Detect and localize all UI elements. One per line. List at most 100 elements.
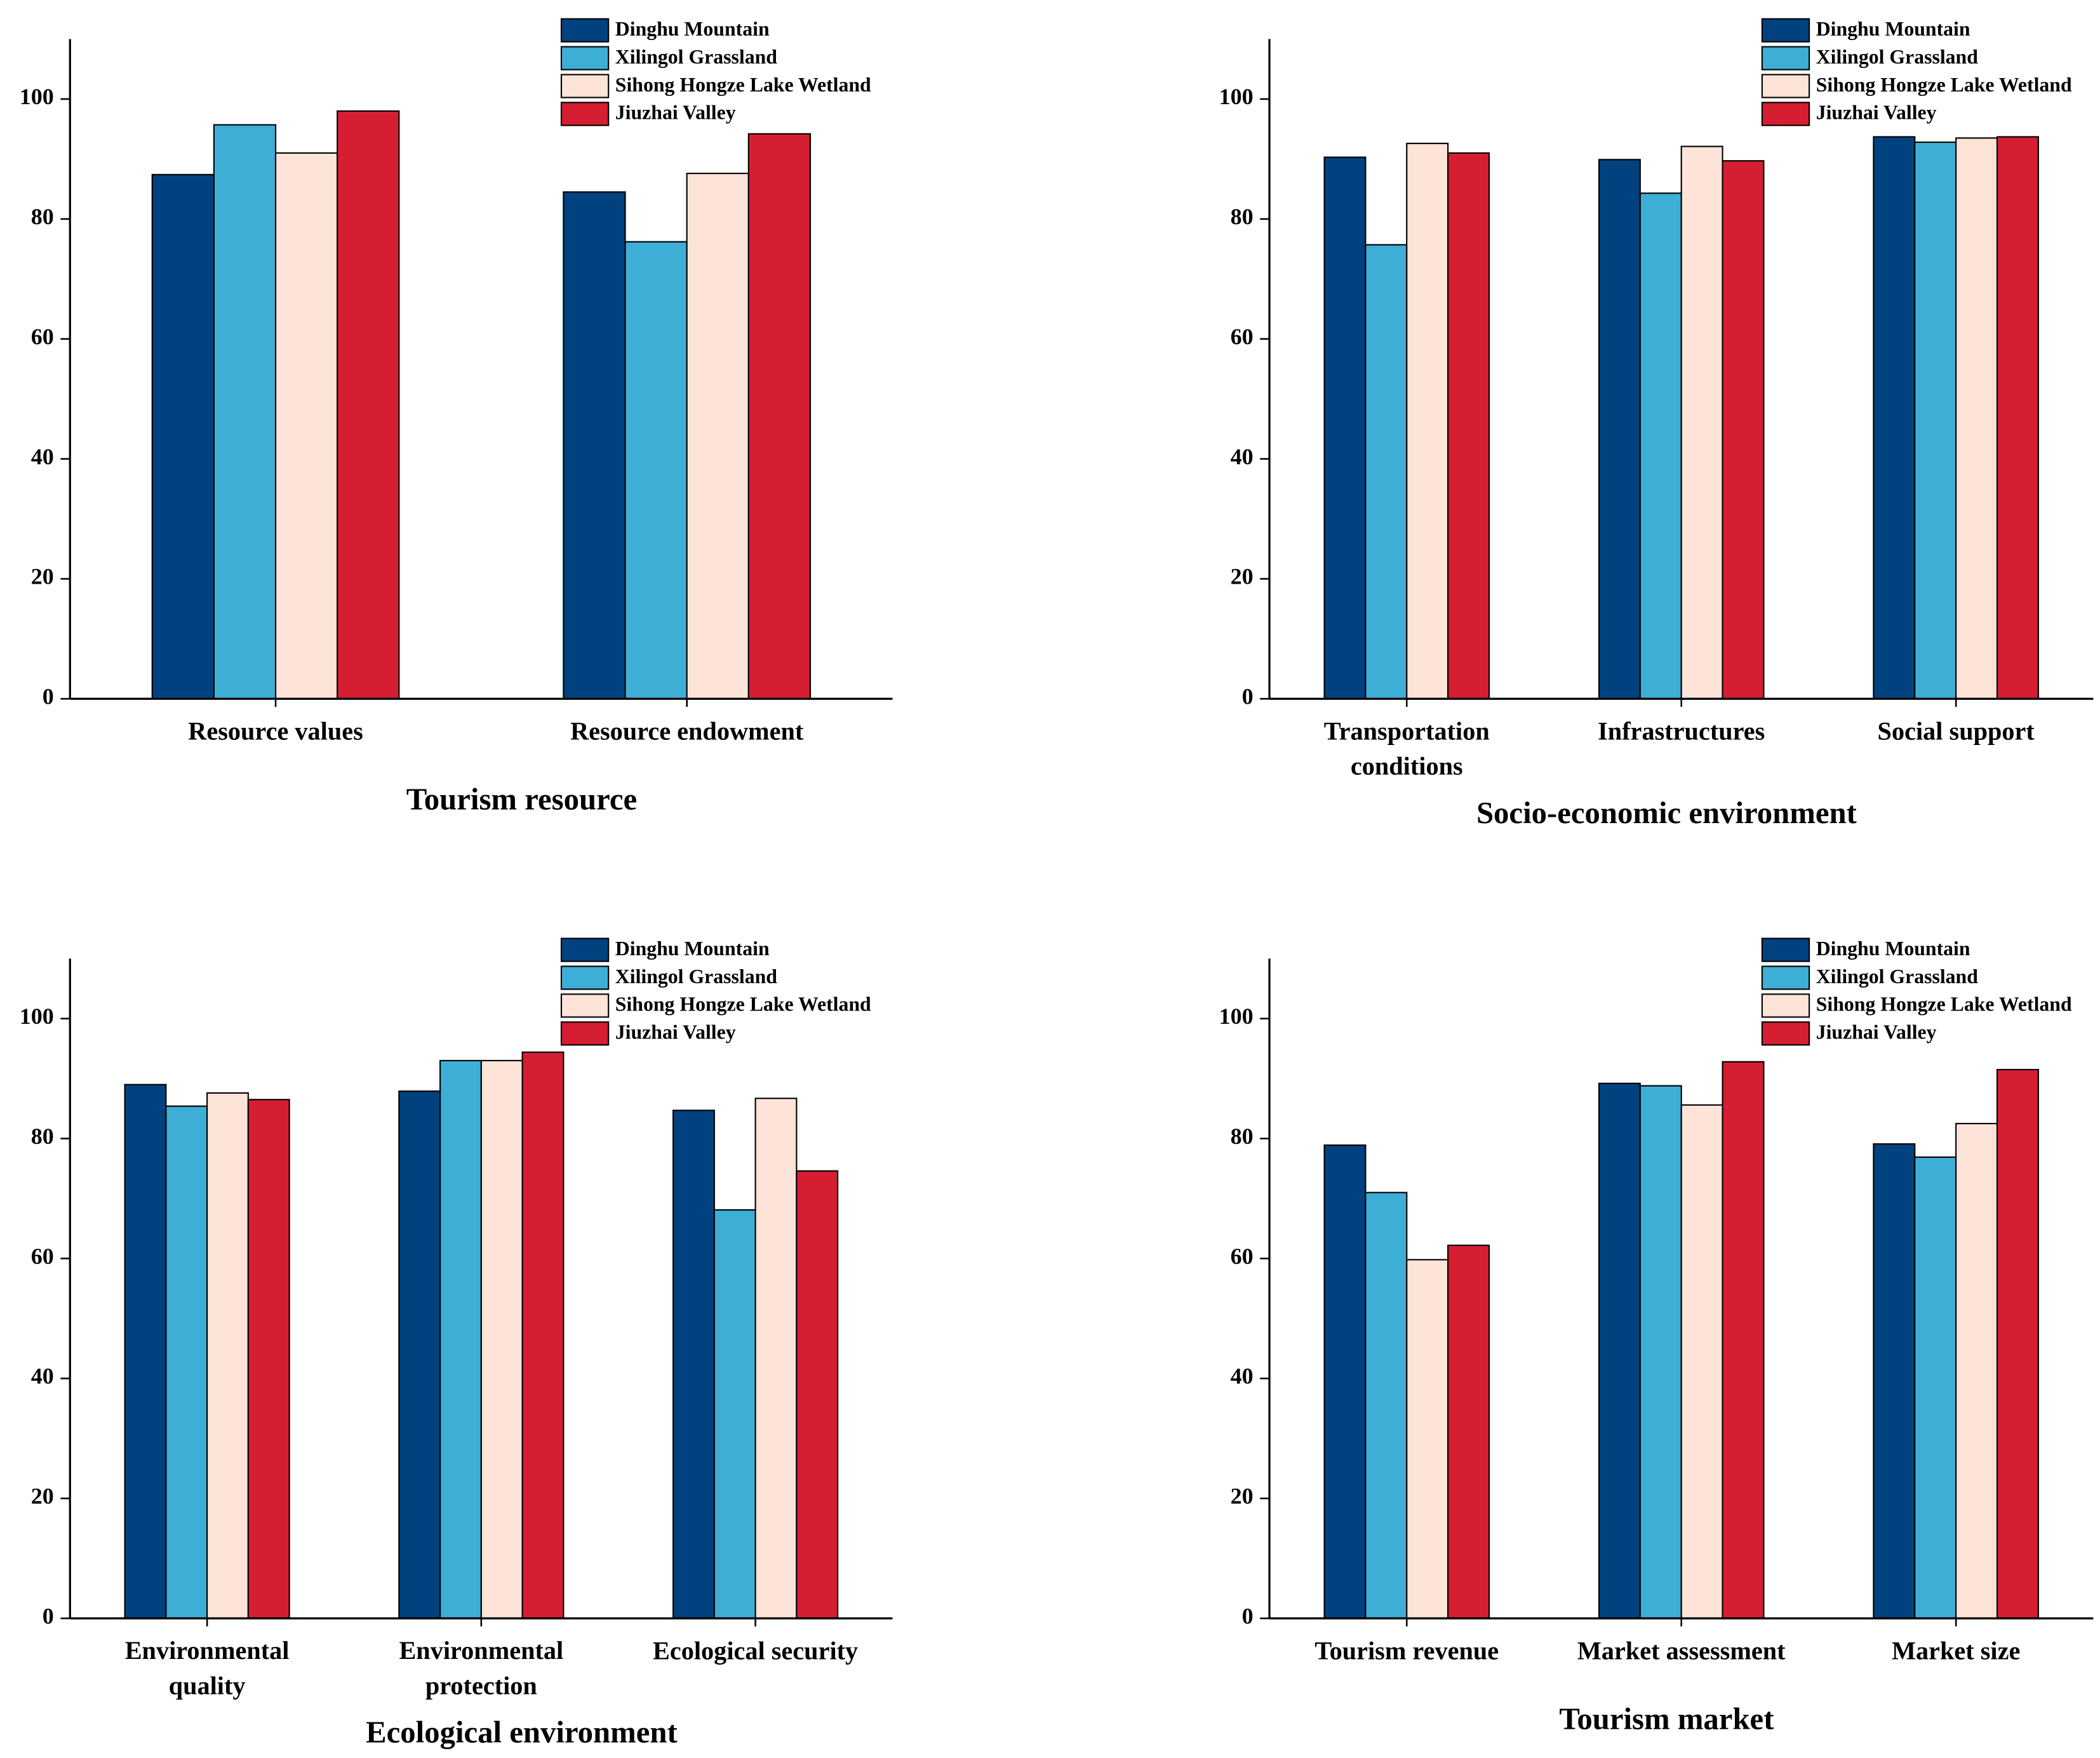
y-tick-label: 40 xyxy=(31,444,54,469)
legend-label: Jiuzhai Valley xyxy=(615,1021,736,1043)
bar xyxy=(1639,1085,1682,1620)
bar xyxy=(1365,1191,1408,1620)
bar xyxy=(754,1097,798,1620)
bar xyxy=(337,110,400,700)
bar xyxy=(1639,192,1682,700)
y-tick-label: 0 xyxy=(43,684,54,709)
bar xyxy=(672,1110,715,1620)
bar xyxy=(1680,1104,1723,1620)
bar xyxy=(1914,1156,1957,1620)
legend-swatch xyxy=(1761,74,1810,98)
bar xyxy=(1722,1061,1765,1620)
x-tick-label: Infrastructures xyxy=(1598,717,1765,746)
legend-swatch xyxy=(560,993,610,1018)
x-tick-label: Tourism revenue xyxy=(1314,1636,1499,1665)
legend-label: Dinghu Mountain xyxy=(615,18,770,40)
bar xyxy=(1996,136,2039,700)
legend-swatch xyxy=(1761,937,1810,962)
legend-swatch xyxy=(1761,965,1810,990)
legend-swatch xyxy=(560,937,610,962)
x-tick-label: Resource endowment xyxy=(570,717,804,746)
axis-title: Ecological environment xyxy=(366,1715,678,1750)
y-tick-label: 100 xyxy=(20,84,54,109)
y-tick-label: 20 xyxy=(1231,564,1254,589)
bar xyxy=(1323,156,1367,700)
axis-title: Tourism market xyxy=(1559,1702,1774,1736)
y-tick-label: 0 xyxy=(1242,684,1254,709)
x-tick-label: Ecological security xyxy=(653,1636,858,1665)
bar xyxy=(165,1105,208,1620)
legend-swatch xyxy=(560,102,610,126)
bar xyxy=(1873,1143,1916,1620)
legend-swatch xyxy=(1761,1021,1810,1046)
bar xyxy=(1955,1123,1998,1620)
legend-swatch xyxy=(560,18,610,43)
y-tick-label: 0 xyxy=(43,1603,54,1628)
legend-swatch xyxy=(560,965,610,990)
y-tick-label: 40 xyxy=(1231,444,1254,469)
bar xyxy=(521,1051,565,1620)
bar xyxy=(686,172,749,700)
bar xyxy=(1365,244,1408,700)
bar xyxy=(124,1084,167,1620)
bar xyxy=(1406,142,1449,700)
legend-label: Xilingol Grassland xyxy=(1816,965,1979,988)
axis-title: Tourism resource xyxy=(406,782,637,817)
bar xyxy=(1323,1144,1367,1620)
bar xyxy=(1996,1069,2039,1620)
y-tick-label: 80 xyxy=(1231,204,1254,229)
y-tick-label: 100 xyxy=(1219,84,1254,109)
y-tick-label: 80 xyxy=(31,1124,54,1149)
y-tick-label: 40 xyxy=(31,1364,54,1389)
bar xyxy=(1598,159,1641,700)
legend-swatch xyxy=(560,74,610,98)
bar xyxy=(796,1170,839,1620)
y-tick-label: 80 xyxy=(31,204,54,229)
y-tick-label: 100 xyxy=(20,1003,54,1029)
axis-title: Socio-economic environment xyxy=(1476,796,1857,830)
legend-label: Dinghu Mountain xyxy=(1816,937,1970,960)
y-tick-label: 20 xyxy=(31,1484,54,1509)
x-tick-label: Market assessment xyxy=(1577,1636,1786,1665)
bar xyxy=(398,1090,441,1620)
y-tick-label: 20 xyxy=(31,564,54,589)
x-tick-label: Market size xyxy=(1892,1636,2020,1665)
legend-label: Dinghu Mountain xyxy=(615,937,770,960)
legend-swatch xyxy=(560,1021,610,1046)
bar xyxy=(1914,141,1957,700)
bar xyxy=(563,191,626,700)
y-tick-label: 60 xyxy=(1231,1244,1254,1269)
bar xyxy=(151,173,215,700)
bar xyxy=(1447,152,1490,700)
bar xyxy=(1406,1259,1449,1620)
bar xyxy=(1722,160,1765,700)
y-tick-label: 60 xyxy=(1231,324,1254,349)
bar xyxy=(480,1059,523,1620)
x-tick-label: Transportation conditions xyxy=(1324,717,1490,781)
legend-label: Dinghu Mountain xyxy=(1816,18,1970,40)
x-tick-label: Resource values xyxy=(188,717,363,746)
legend-swatch xyxy=(1761,993,1810,1018)
bar xyxy=(624,241,688,700)
legend-label: Jiuzhai Valley xyxy=(1816,102,1937,124)
y-tick-label: 20 xyxy=(1231,1484,1254,1509)
legend-swatch xyxy=(1761,46,1810,70)
bar xyxy=(439,1059,482,1620)
x-tick-label: Social support xyxy=(1878,717,2035,746)
y-tick-label: 60 xyxy=(31,324,54,349)
bar xyxy=(747,133,812,700)
y-tick-label: 0 xyxy=(1242,1603,1254,1628)
x-tick-label: Environmental protection xyxy=(399,1636,563,1700)
legend-label: Sihong Hongze Lake Wetland xyxy=(615,74,871,96)
legend-swatch xyxy=(560,46,610,70)
bar xyxy=(1955,137,1998,700)
y-tick-label: 80 xyxy=(1231,1124,1254,1149)
y-tick-label: 40 xyxy=(1231,1364,1254,1389)
bar xyxy=(206,1092,249,1620)
legend-label: Sihong Hongze Lake Wetland xyxy=(1816,74,2072,96)
bar xyxy=(1680,145,1723,700)
legend-label: Xilingol Grassland xyxy=(1816,46,1979,68)
bar xyxy=(1447,1244,1490,1620)
legend-label: Sihong Hongze Lake Wetland xyxy=(615,993,871,1016)
